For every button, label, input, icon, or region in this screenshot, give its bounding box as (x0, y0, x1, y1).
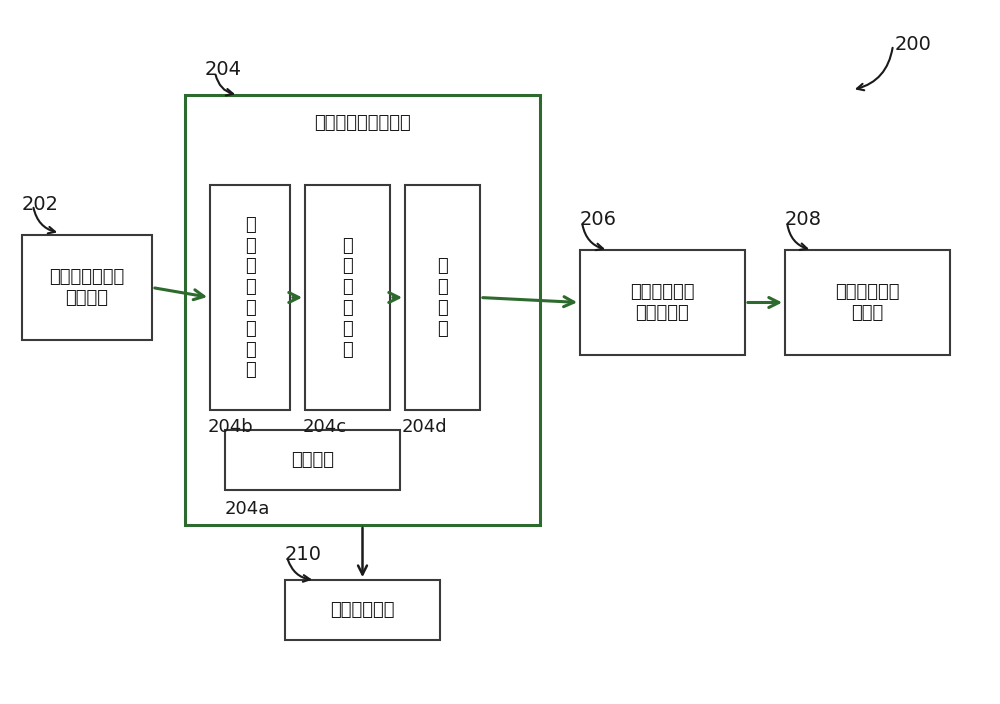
Text: 204c: 204c (303, 418, 347, 436)
Text: 发动机状态参数
采集装置: 发动机状态参数 采集装置 (49, 268, 125, 307)
Bar (210, 185, 290, 410)
Text: 数
据
处
理
模
块: 数 据 处 理 模 块 (342, 237, 353, 358)
Text: 202: 202 (22, 195, 59, 214)
Text: 204b: 204b (208, 418, 254, 436)
Text: 204a: 204a (225, 500, 270, 518)
Text: 208: 208 (785, 210, 822, 229)
Text: 204d: 204d (402, 418, 448, 436)
Bar (785, 250, 950, 355)
Text: 204: 204 (205, 60, 242, 79)
Text: 发动机车载主控单元: 发动机车载主控单元 (314, 114, 411, 132)
Bar (305, 185, 390, 410)
Text: 210: 210 (285, 545, 322, 564)
Bar (580, 250, 745, 355)
Text: 电源模块: 电源模块 (291, 451, 334, 469)
Text: 206: 206 (580, 210, 617, 229)
Bar (405, 185, 480, 410)
Text: 机车微机系统: 机车微机系统 (330, 601, 395, 619)
Bar (225, 430, 400, 490)
Text: 外
围
信
号
采
集
模
块: 外 围 信 号 采 集 模 块 (245, 215, 255, 379)
Text: 200: 200 (895, 35, 932, 54)
Bar (22, 235, 152, 340)
Text: 通
信
模
块: 通 信 模 块 (437, 257, 448, 338)
Text: 发动机地面诊
断平台: 发动机地面诊 断平台 (835, 283, 900, 322)
Bar (285, 580, 440, 640)
Text: 数据存储和远
程传输单元: 数据存储和远 程传输单元 (630, 283, 695, 322)
Bar (185, 95, 540, 525)
